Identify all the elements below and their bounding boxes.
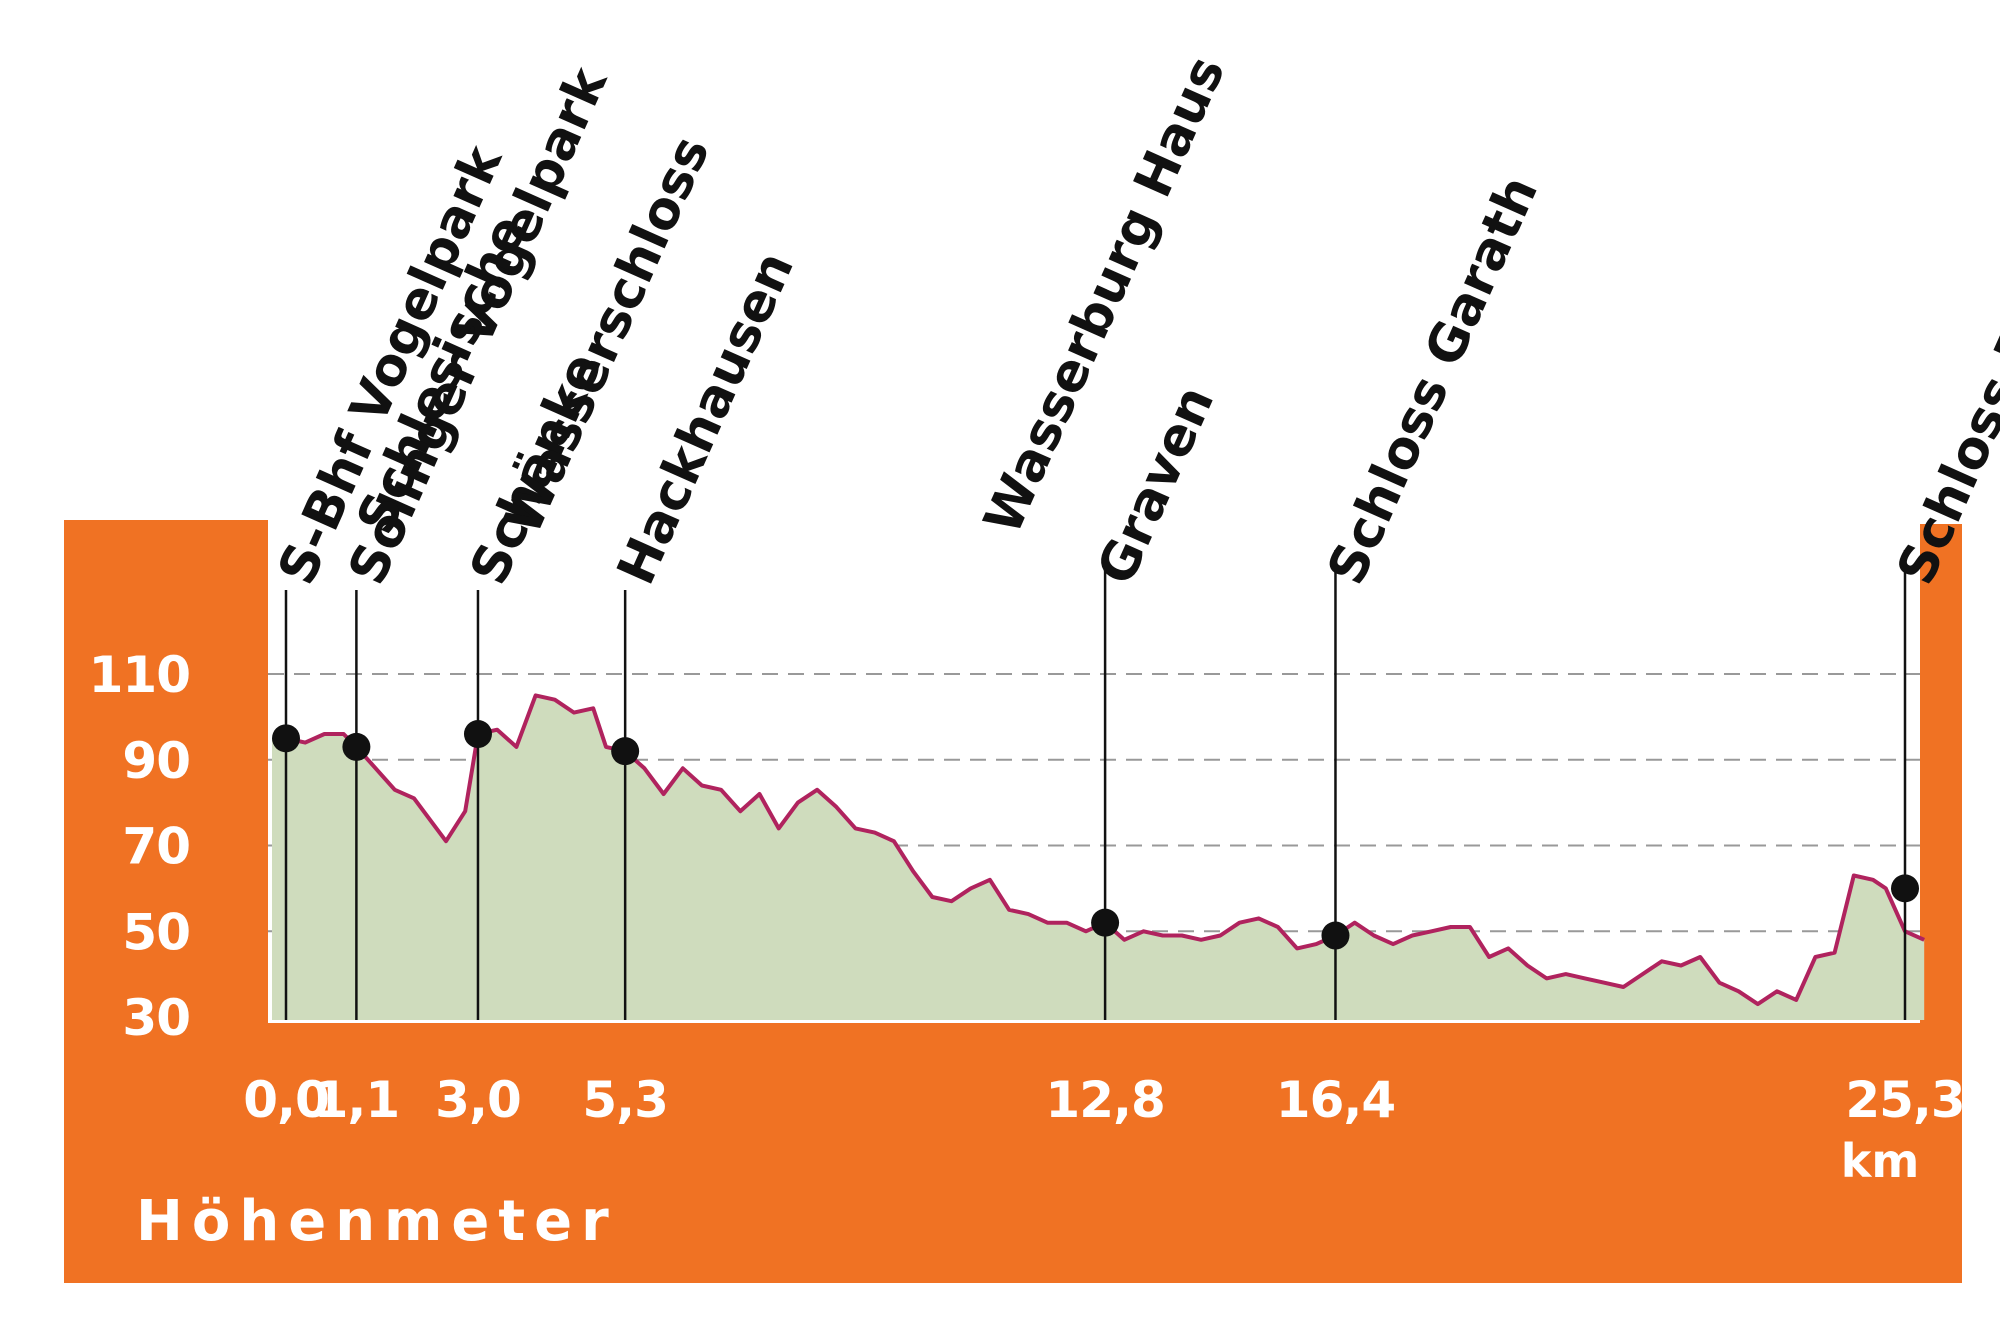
elevation-area [272, 695, 1925, 1020]
poi-marker-2 [463, 720, 492, 749]
x-tick-label-3: 5,3 [582, 1071, 668, 1129]
x-tick-label-6: 25,3 [1845, 1071, 1964, 1129]
y-tick-label-110: 110 [89, 646, 190, 704]
poi-marker-3 [611, 737, 640, 766]
x-unit-label: km [1841, 1134, 1920, 1188]
poi-marker-5 [1321, 921, 1350, 950]
y-tick-label-90: 90 [122, 732, 190, 790]
poi-marker-0 [272, 724, 300, 753]
y-tick-label-70: 70 [122, 818, 190, 876]
x-tick-label-5: 16,4 [1276, 1071, 1395, 1129]
x-tick-label-0: 0,0 [243, 1071, 329, 1129]
poi-marker-4 [1091, 908, 1120, 937]
y-tick-label-30: 30 [122, 989, 190, 1047]
y-tick-label-50: 50 [122, 903, 190, 961]
x-tick-label-2: 3,0 [435, 1071, 521, 1129]
y-tick-labels: 30 50 70 90 110 [89, 646, 191, 1047]
y-axis-title: Höhenmeter [136, 1189, 618, 1254]
poi-label-line-4-0: Wasserburg Haus [973, 48, 1237, 543]
x-tick-label-1: 1,1 [314, 1071, 400, 1129]
poi-markers [272, 720, 1919, 950]
x-tick-labels: 0,01,1 3,0 5,3 12,8 16,4 25,3 [243, 1071, 1965, 1129]
x-tick-label-4: 12,8 [1045, 1071, 1164, 1129]
poi-marker-1 [342, 732, 371, 761]
chart-frame [64, 520, 1962, 1283]
poi-marker-6 [1891, 874, 1919, 903]
